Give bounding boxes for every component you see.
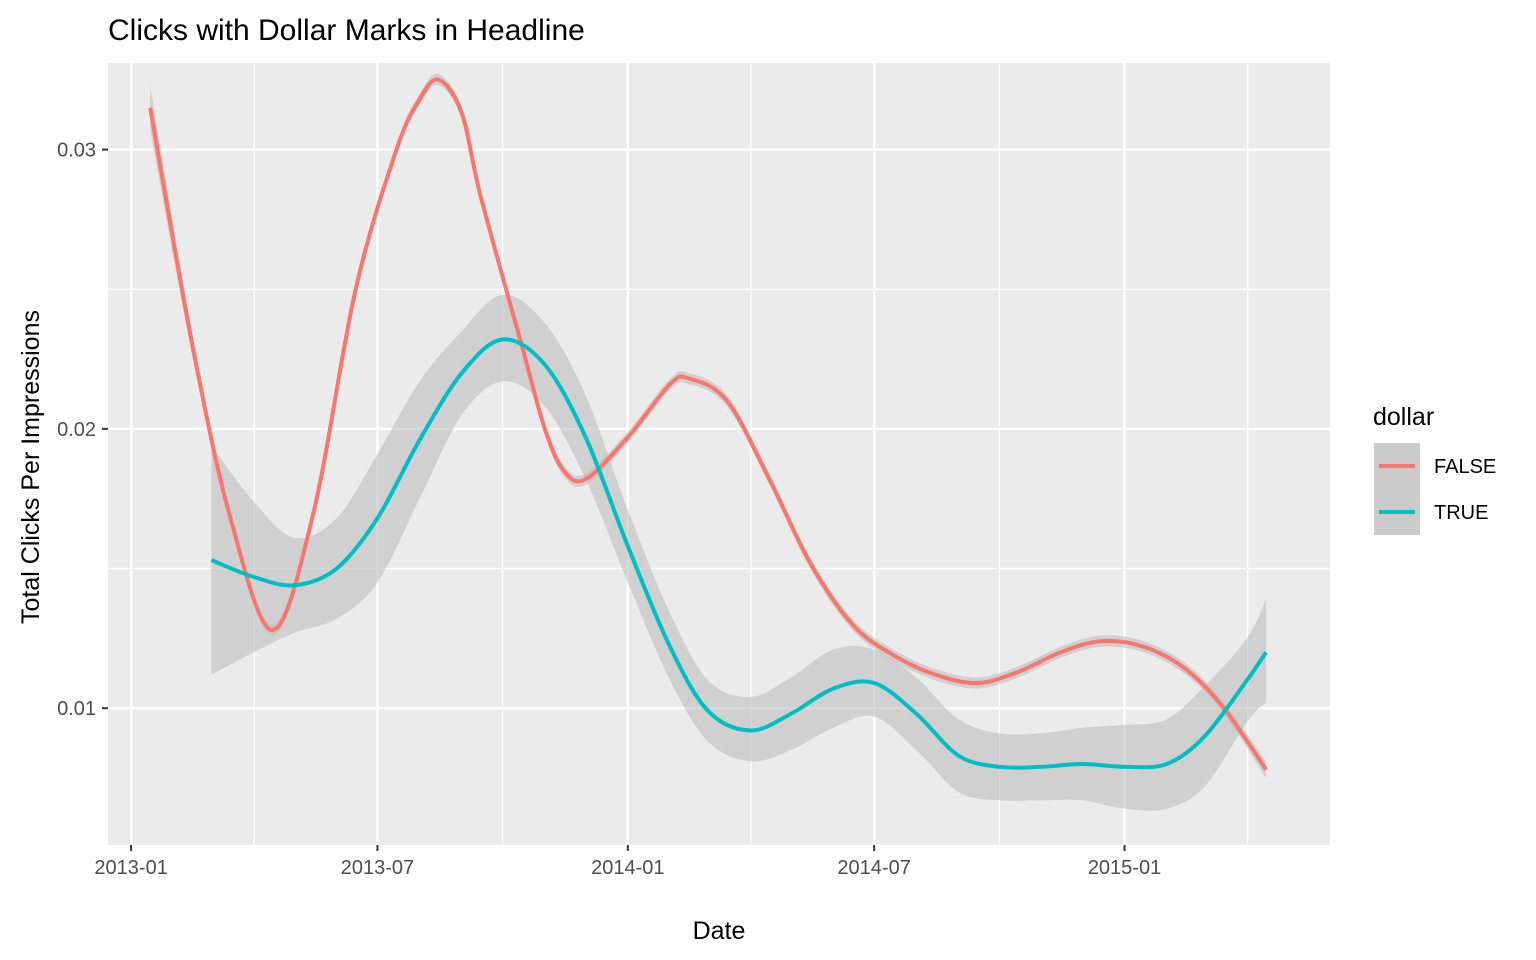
chart-title: Clicks with Dollar Marks in Headline	[108, 14, 585, 47]
x-axis-title: Date	[693, 917, 746, 945]
ribbon-true	[211, 294, 1267, 811]
series-line-false	[148, 77, 1268, 771]
y-axis: 0.01 0.02 0.03	[57, 140, 108, 720]
y-tick-label: 0.02	[57, 419, 96, 441]
legend: dollar FALSE TRUE	[1373, 403, 1496, 535]
confidence-ribbons	[150, 73, 1267, 811]
x-axis: 2013-01 2013-07 2014-01 2014-07 2015-01	[94, 845, 1161, 879]
y-tick-label: 0.01	[57, 698, 96, 720]
y-tick-label: 0.03	[57, 140, 96, 162]
x-tick-label: 2015-01	[1088, 857, 1161, 879]
x-tick-label: 2013-07	[341, 857, 414, 879]
x-tick-label: 2014-01	[591, 857, 664, 879]
legend-label-true: TRUE	[1434, 502, 1488, 524]
legend-title: dollar	[1373, 403, 1434, 431]
series-line-true	[210, 337, 1268, 770]
grid-major	[108, 63, 1330, 845]
series-lines	[148, 77, 1268, 771]
x-tick-label: 2014-07	[837, 857, 910, 879]
y-axis-title: Total Clicks Per Impressions	[17, 310, 45, 624]
x-tick-label: 2013-01	[94, 857, 167, 879]
legend-label-false: FALSE	[1434, 456, 1496, 478]
